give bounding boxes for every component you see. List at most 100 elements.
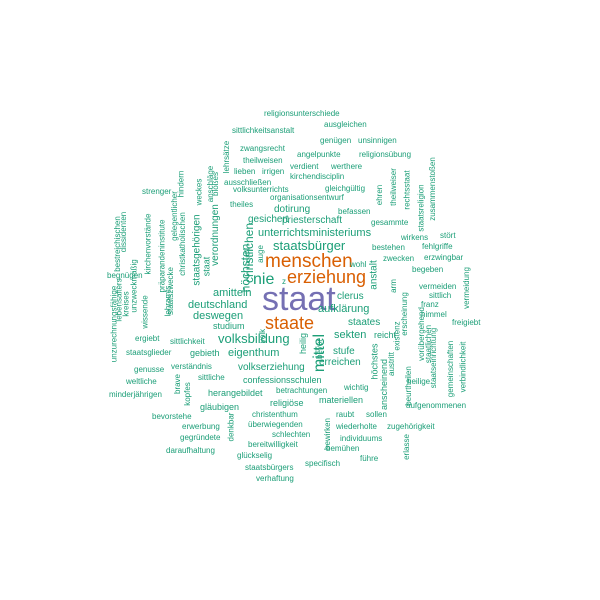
word: bestreichischen [112, 216, 122, 272]
word: austritt [387, 351, 397, 377]
word: confessionsschulen [243, 375, 322, 385]
word: bemühen [326, 444, 360, 453]
word: stufe [333, 346, 355, 357]
word: überwiegenden [248, 420, 303, 429]
word: aufgenommenen [406, 401, 467, 410]
word: stört [440, 231, 456, 240]
word: ehren [375, 184, 385, 206]
word: brave [173, 373, 183, 395]
word: unzweckmäßig [129, 259, 139, 313]
word: heilig [298, 332, 309, 355]
word: sittlichkeit [170, 337, 205, 346]
word: gegründete [180, 433, 221, 442]
word: betrachtungen [276, 386, 328, 395]
word: ergiebt [135, 334, 160, 343]
word: sittliche [198, 373, 225, 382]
word: himmel [421, 310, 447, 319]
word: bevor [315, 338, 325, 360]
word: individuums [340, 434, 383, 443]
word: erlasse [401, 434, 411, 460]
word: vorübergehend [416, 307, 426, 361]
word: deutschland [188, 299, 248, 311]
word: zwecken [383, 254, 415, 263]
word: begnügen [107, 271, 143, 280]
word: gläubigen [200, 402, 240, 412]
word: verhaftung [256, 474, 294, 483]
word: genusse [134, 365, 165, 374]
word: dotirung [274, 204, 311, 215]
word: sittlich [429, 291, 452, 300]
word: lehrsätze [222, 140, 232, 174]
word: menschen [265, 251, 353, 272]
word: strenger [142, 187, 172, 196]
word: existenz [392, 321, 402, 351]
word: raubt [336, 410, 355, 419]
word: beurtheilen [403, 366, 413, 406]
word: gemeinschaften [446, 340, 456, 398]
word: erwerbung [182, 422, 220, 431]
word: religionsübung [359, 150, 412, 159]
word: zugehörigkeit [387, 422, 435, 431]
word: führe [360, 454, 379, 463]
word: erzwingbar [424, 253, 464, 262]
word: ausschließen [224, 178, 272, 187]
word: zusammenstoßen [427, 157, 437, 221]
word: z [282, 277, 286, 286]
word: staatlichen [424, 324, 434, 364]
word: staat [262, 280, 336, 318]
word: gesammte [371, 218, 409, 227]
word: volkserziehung [238, 362, 305, 373]
word: staatsbürger [273, 238, 346, 253]
word: staat [201, 256, 212, 277]
word: verbindlichkeit [458, 341, 468, 393]
word: unsinnigen [358, 136, 397, 145]
word: anschläge [206, 165, 216, 203]
word: ausgleichen [324, 120, 367, 129]
word: religionsunterschiede [264, 109, 340, 118]
word: nie [253, 271, 275, 288]
word: aufklärung [318, 303, 370, 315]
word: kirchendisciplin [290, 172, 345, 181]
word: verdient [290, 162, 319, 171]
word: staate [265, 313, 315, 333]
word: sittlichkeitsanstalt [232, 126, 295, 135]
word: organisationsentwurf [270, 193, 344, 202]
word: wichtig [344, 383, 369, 392]
word: werthere [331, 162, 363, 171]
word: gleichgültig [325, 184, 366, 193]
word: christenthum [252, 410, 298, 419]
word: weltliche [126, 377, 157, 386]
word: deswegen [193, 310, 244, 322]
word: glückselig [237, 451, 273, 460]
word: erscheinung [399, 292, 409, 336]
word: priesterschaft [282, 215, 343, 226]
word: fehlgriffe [422, 242, 453, 251]
word: genügen [320, 136, 352, 145]
word: wiederholte [336, 422, 377, 431]
word: irrigen [262, 167, 285, 176]
word: volk [258, 328, 268, 344]
word: kopfes [182, 382, 192, 406]
word: religiöse [270, 398, 304, 408]
word: denkbar [226, 412, 236, 442]
word: bestehen [372, 243, 405, 252]
word: kirchenvorstände [143, 213, 153, 275]
word: heilige [407, 377, 431, 386]
word: amitteln [213, 287, 252, 299]
word: befassen [338, 207, 371, 216]
word: schlechten [272, 430, 311, 439]
word: erziehung [287, 267, 367, 287]
word: volksbildung [218, 331, 290, 346]
word: specifisch [305, 459, 341, 468]
word: unterrichtsministeriums [258, 227, 372, 239]
word: staatsglieder [126, 348, 172, 357]
word: daraufhaltung [166, 446, 215, 455]
word: theiles [230, 200, 254, 209]
word: erreichen [319, 357, 361, 368]
word: franz [421, 300, 439, 309]
word: gebieth [190, 348, 220, 358]
word: lieben [234, 167, 256, 176]
word: angelpunkte [297, 150, 341, 159]
word: minderjährigen [109, 390, 162, 399]
